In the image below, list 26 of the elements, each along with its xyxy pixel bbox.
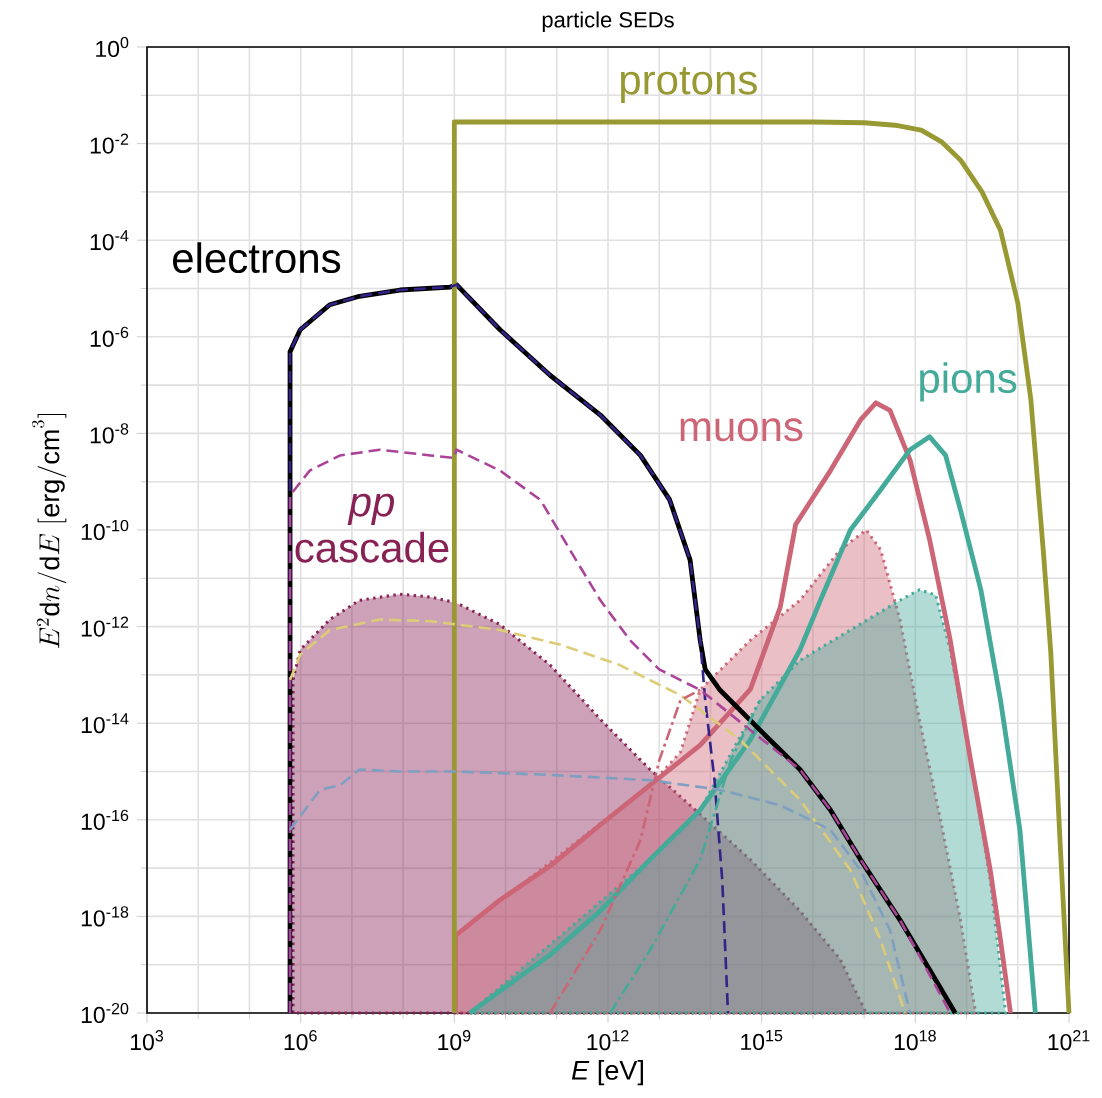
series-label: pions [920,362,1017,402]
series-label: pp cascade [295,493,449,563]
y-tick-label: 10$^{-4}$ [90,230,129,251]
series-label: muons [680,418,803,442]
y-tick-label: 10$^{-14}$ [81,713,129,734]
y-axis-title: $E^{2}\mathrm{d}n/\mathrm{d}E\ [\mathrm{erg/cm}^{3}]$ [31,413,67,649]
series-label: protons [620,67,757,103]
x-tick-label: 10$^{18}$ [894,1030,936,1051]
x-tick-label: 10$^{3}$ [130,1030,164,1051]
y-tick-label: 10$^{-2}$ [90,133,129,154]
x-tick-label: 10$^{21}$ [1048,1030,1090,1051]
x-tick-label: 10$^{12}$ [587,1030,629,1051]
y-tick-label: 10$^{0}$ [96,36,129,58]
y-tick-label: 10$^{-18}$ [81,906,129,927]
y-tick-label: 10$^{-10}$ [81,519,129,541]
x-axis-title: E [eV] [571,1059,643,1086]
y-tick-label: 10$^{-6}$ [90,326,129,347]
x-tick-label: 10$^{9}$ [438,1030,471,1051]
y-tick-label: 10$^{-12}$ [81,616,129,637]
y-tick-label: 10$^{-16}$ [81,809,129,830]
chart-title: particle SEDs [542,11,674,32]
x-tick-label: 10$^{6}$ [284,1030,317,1051]
y-tick-label: 10$^{-8}$ [90,423,129,444]
x-tick-label: 10$^{15}$ [741,1030,783,1051]
series-label: electrons [173,242,341,274]
y-tick-label: 10$^{-20}$ [81,1002,129,1024]
